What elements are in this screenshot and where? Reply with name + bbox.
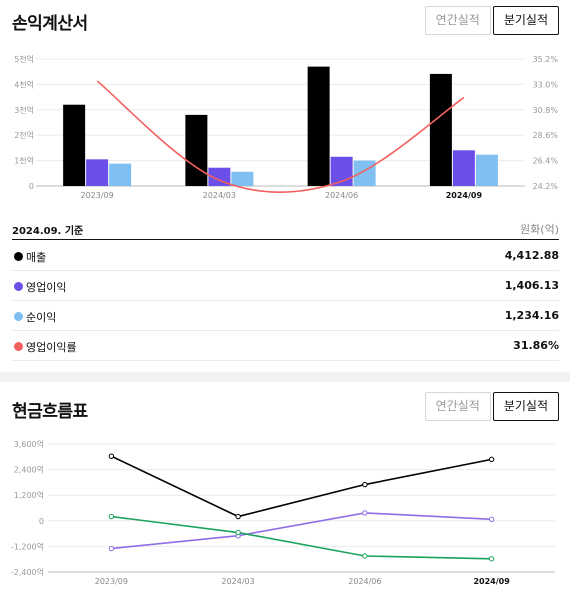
y2-tick-label: 28.6%: [533, 131, 559, 140]
y2-tick-label: 35.2%: [533, 55, 559, 64]
income-statement-title: 손익계산서: [12, 14, 88, 34]
y-tick-label: 4천억: [14, 79, 34, 89]
cash-flow-section: 현금흐름표 연간실적 분기실적 -2,400억 -1,200억 0 1,200억 2,4…: [0, 382, 570, 597]
y-tick-label: 1천억: [14, 156, 34, 166]
y2-tick-label: 33.0%: [533, 80, 559, 89]
cashflow-point: [362, 553, 368, 559]
y2-tick-label: 24.2%: [533, 182, 559, 191]
x-tick-label: 2024/03: [203, 191, 236, 200]
unit-label: 원화(억): [520, 223, 559, 236]
operating-margin-line: [96, 80, 465, 194]
y-tick-label: 3,600억: [14, 439, 44, 449]
income-legend-list: 매출 4,412.88 영업이익 1,406.13 순이익 1,234.16 영…: [12, 241, 559, 361]
cashflow-series-line-0: [111, 455, 492, 518]
cash-tab-quarterly[interactable]: 분기실적: [492, 392, 559, 421]
y-tick-label: 5천억: [14, 54, 34, 64]
cashflow-point: [108, 453, 115, 459]
income-chart: 0 24.2% 1천억 26.4% 2천억 28.6% 3천억 30.8% 4천억 33.0% 5천…: [14, 54, 559, 200]
section-divider: [0, 372, 570, 382]
cash-flow-title: 현금흐름표: [12, 402, 88, 422]
bar-순이익: [475, 154, 498, 186]
y-tick-label: -1,200억: [11, 541, 44, 551]
y-tick-label: -2,400억: [11, 567, 44, 577]
net-income-dot-icon: [14, 312, 23, 321]
basis-row: 2024.09. 기준 원화(억): [12, 220, 559, 240]
cashflow-series-line-1: [111, 512, 492, 550]
x-tick-label: 2024/06: [325, 191, 358, 200]
legend-value: 1,406.13: [504, 279, 559, 292]
legend-name: 매출: [26, 251, 47, 264]
income-tab-group: 연간실적 분기실적: [424, 6, 559, 35]
revenue-dot-icon: [14, 252, 23, 261]
cashflow-point: [108, 513, 115, 520]
legend-value: 1,234.16: [504, 309, 559, 322]
legend-name: 영업이익률: [26, 341, 77, 354]
bar-영업이익: [208, 167, 231, 186]
cashflow-point: [362, 481, 368, 488]
cashflow-point: [362, 510, 368, 516]
y2-tick-label: 30.8%: [533, 106, 559, 115]
legend-row-operating-margin[interactable]: 영업이익률 31.86%: [12, 331, 559, 361]
bar-매출: [429, 73, 452, 186]
bar-순이익: [353, 160, 376, 186]
cashflow-point: [235, 529, 241, 536]
x-tick-label: 2024/09: [473, 577, 510, 586]
y-tick-label: 3천억: [14, 105, 34, 115]
operating-margin-dot-icon: [14, 342, 23, 351]
basis-date: 2024.09. 기준: [12, 226, 84, 237]
cashflow-point: [488, 556, 495, 562]
y-tick-label: 2천억: [14, 130, 34, 140]
cashflow-point: [235, 513, 241, 520]
cashflow-series-line-2: [111, 515, 492, 560]
income-tab-annual[interactable]: 연간실적: [424, 6, 491, 35]
income-tab-quarterly[interactable]: 분기실적: [492, 6, 559, 35]
legend-row-revenue[interactable]: 매출 4,412.88: [12, 241, 559, 271]
cashflow-point: [488, 456, 495, 463]
bar-순이익: [109, 163, 132, 186]
y2-tick-label: 26.4%: [533, 157, 559, 166]
legend-value: 31.86%: [513, 339, 559, 352]
cashflow-point: [488, 516, 495, 523]
legend-name: 순이익: [26, 311, 57, 324]
legend-row-operating-profit[interactable]: 영업이익 1,406.13: [12, 271, 559, 301]
y-tick-label: 0: [29, 182, 34, 191]
bar-순이익: [231, 171, 254, 186]
bar-영업이익: [452, 150, 475, 186]
bar-매출: [307, 66, 330, 186]
legend-name: 영업이익: [26, 281, 67, 294]
y-tick-label: 0: [39, 517, 44, 526]
bar-영업이익: [86, 159, 109, 186]
x-tick-label: 2024/06: [348, 577, 381, 586]
x-tick-label: 2023/09: [81, 191, 114, 200]
income-statement-section: 손익계산서 연간실적 분기실적 0 24.2% 1천억 26.4% 2천억 28.6% 3천…: [12, 6, 559, 361]
operating-profit-dot-icon: [14, 282, 23, 291]
y-tick-label: 2,400억: [14, 465, 44, 475]
x-tick-label: 2024/09: [446, 191, 483, 200]
cashflow-point: [108, 545, 115, 552]
cash-tab-annual[interactable]: 연간실적: [424, 392, 491, 421]
legend-value: 4,412.88: [504, 249, 559, 262]
legend-row-net-income[interactable]: 순이익 1,234.16: [12, 301, 559, 331]
x-tick-label: 2023/09: [95, 577, 128, 586]
cash-tab-group: 연간실적 분기실적: [424, 392, 559, 421]
bar-매출: [185, 114, 208, 186]
x-tick-label: 2024/03: [222, 577, 255, 586]
y-tick-label: 1,200억: [14, 490, 44, 500]
cash-flow-chart: -2,400억 -1,200억 0 1,200억 2,400억 3,600억 2023/09…: [11, 439, 555, 586]
bar-매출: [63, 104, 86, 186]
